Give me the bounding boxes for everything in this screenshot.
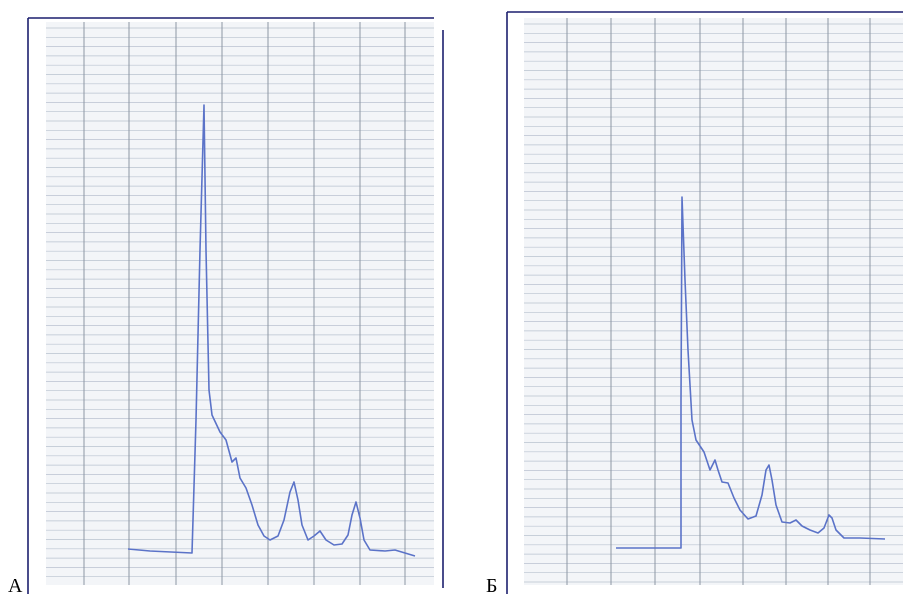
panel-label: А xyxy=(8,575,23,594)
graph-paper-a xyxy=(46,22,434,585)
paper xyxy=(524,18,903,585)
paper xyxy=(46,22,434,585)
panel-label: Б xyxy=(486,575,497,594)
graph-paper-b xyxy=(524,18,903,585)
page: А Б xyxy=(0,0,903,594)
